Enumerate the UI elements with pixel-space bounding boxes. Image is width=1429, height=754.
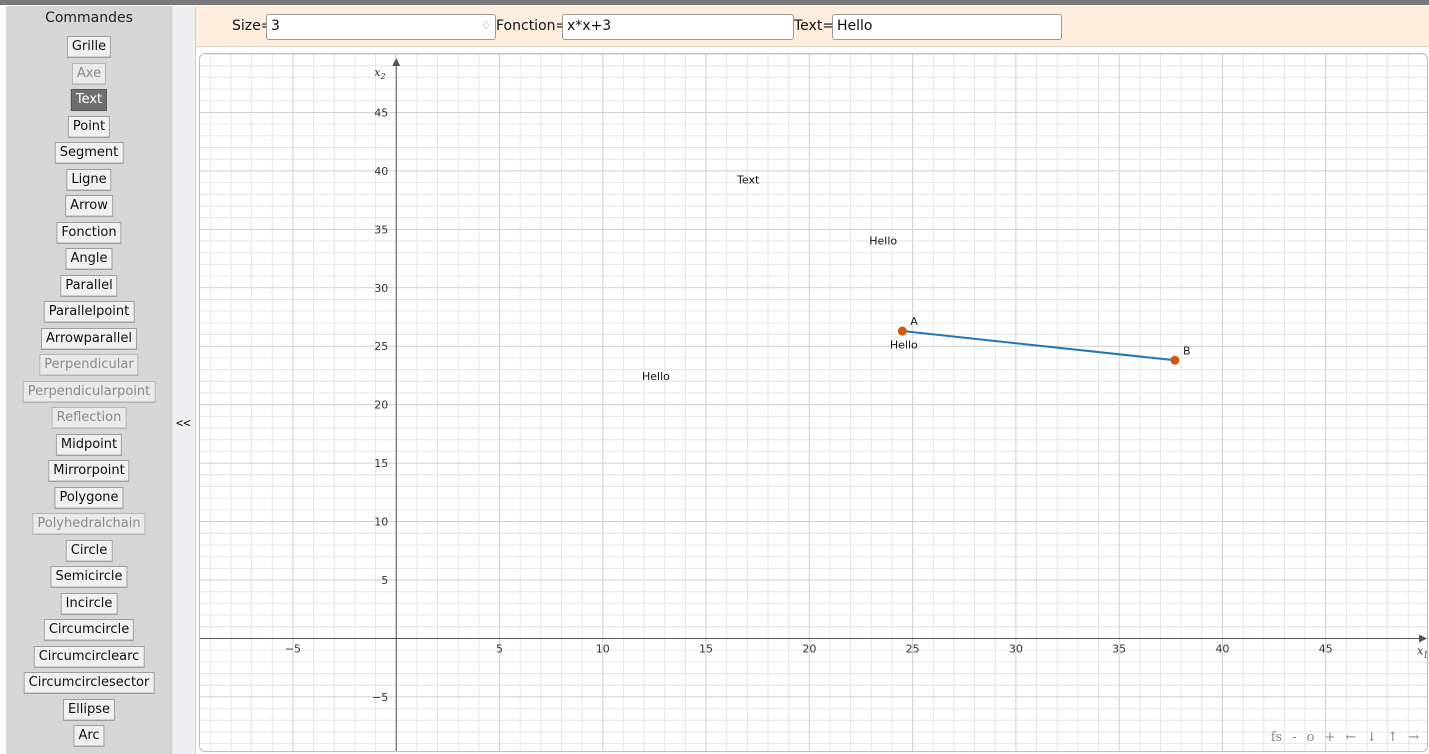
y-tick-label: −5: [372, 691, 388, 704]
y-tick-label: 40: [374, 165, 388, 178]
x-axis-label-sub: 1: [1423, 650, 1428, 659]
sidebar-title: Commandes: [45, 10, 133, 26]
y-axis-label-sub: 2: [379, 72, 385, 81]
y-tick-label: 45: [374, 106, 388, 119]
command-text-button[interactable]: Text: [70, 89, 108, 111]
y-tick-label: 10: [374, 516, 388, 529]
command-point-button[interactable]: Point: [67, 115, 111, 138]
x-tick-label: 15: [699, 642, 713, 655]
window-top-border: [0, 0, 1429, 5]
x-tick-label: −5: [285, 642, 301, 655]
graph-objects[interactable]: A B Text Hello Hello Hello: [642, 174, 1190, 383]
command-arrow-button[interactable]: Arrow: [65, 195, 113, 217]
x-tick-label: 45: [1319, 642, 1333, 655]
nav-control-1[interactable]: -: [1292, 730, 1297, 745]
navigation-controls: fs - o + ← ↓ ↑ →: [1261, 730, 1419, 745]
text-label: Text=: [794, 18, 835, 34]
command-perpendicular-button[interactable]: Perpendicular: [39, 354, 139, 376]
toolbar: Size= 3 ♢ Fonction= x*x+3 Text= Hello: [196, 6, 1429, 47]
command-fonction-button[interactable]: Fonction: [56, 221, 122, 244]
point-label-a: A: [910, 315, 918, 328]
y-axis-label: x2: [374, 66, 385, 81]
y-tick-label: 25: [374, 340, 388, 353]
text-input[interactable]: Hello: [832, 14, 1062, 40]
command-circumcirclearc-button[interactable]: Circumcirclearc: [33, 645, 145, 668]
graph-text[interactable]: Text: [736, 174, 760, 187]
x-tick-label: 40: [1215, 642, 1229, 655]
nav-control-7[interactable]: →: [1408, 730, 1419, 745]
nav-control-3[interactable]: +: [1324, 730, 1336, 745]
command-angle-button[interactable]: Angle: [65, 248, 113, 270]
command-arrowparallel-button[interactable]: Arrowparallel: [40, 327, 138, 350]
command-circumcirclesector-button[interactable]: Circumcirclesector: [23, 672, 155, 694]
x-tick-label: 35: [1112, 642, 1126, 655]
x-tick-label: 20: [802, 642, 816, 655]
command-parallel-button[interactable]: Parallel: [60, 274, 118, 297]
y-tick-label: 20: [374, 399, 388, 412]
command-polyhedralchain-button[interactable]: Polyhedralchain: [32, 513, 146, 535]
command-ligne-button[interactable]: Ligne: [66, 168, 112, 191]
function-label: Fonction=: [496, 18, 568, 34]
command-incircle-button[interactable]: Incircle: [60, 592, 118, 615]
y-tick-label: 5: [381, 574, 388, 587]
command-parallelpoint-button[interactable]: Parallelpoint: [43, 301, 135, 323]
axes: [200, 58, 1427, 751]
size-input[interactable]: 3 ♢: [266, 14, 496, 40]
collapse-label[interactable]: <<: [176, 416, 191, 430]
command-perpendicularpoint-button[interactable]: Perpendicularpoint: [22, 380, 156, 403]
command-arc-button[interactable]: Arc: [73, 725, 105, 747]
grid-major-lines: [200, 54, 1427, 751]
x-axis-arrow-icon: [1419, 634, 1427, 643]
command-segment-button[interactable]: Segment: [54, 142, 124, 164]
command-grille-button[interactable]: Grille: [66, 36, 112, 58]
point-a[interactable]: [897, 326, 907, 336]
nav-control-4[interactable]: ←: [1345, 730, 1357, 745]
segment-ab[interactable]: [902, 330, 1176, 362]
function-input[interactable]: x*x+3: [562, 14, 794, 40]
tick-labels: −5 5 10 15 20 25 30 35 40 45 −5 5 10 15 20 25 30 35 40 45 x1…: [285, 66, 1428, 704]
nav-control-6[interactable]: ↑: [1387, 730, 1399, 745]
commands-sidebar: Commandes Grille Axe Text Point Segment Ligne…: [6, 6, 172, 754]
x-axis-label: x1: [1417, 644, 1428, 659]
y-tick-label: 15: [374, 457, 388, 470]
x-tick-label: 5: [496, 642, 503, 655]
command-midpoint-button[interactable]: Midpoint: [55, 433, 123, 456]
coordinate-plane[interactable]: −5 5 10 15 20 25 30 35 40 45 −5 5 10 15 20 25 30 35 40 45 x1…: [200, 54, 1428, 752]
command-mirrorpoint-button[interactable]: Mirrorpoint: [48, 460, 130, 482]
x-tick-label: 25: [906, 642, 920, 655]
command-ellipse-button[interactable]: Ellipse: [62, 698, 116, 721]
command-axe-button[interactable]: Axe: [71, 62, 107, 85]
collapse-sidebar-toggle[interactable]: <<: [172, 6, 196, 754]
x-tick-label: 30: [1009, 642, 1023, 655]
y-axis-arrow-icon: [392, 58, 401, 66]
graph-text[interactable]: Hello: [642, 370, 670, 383]
command-polygone-button[interactable]: Polygone: [54, 486, 124, 509]
y-tick-label: 30: [374, 282, 388, 295]
text-value: Hello: [837, 18, 873, 34]
nav-control-5[interactable]: ↓: [1366, 730, 1378, 745]
size-value: 3: [271, 18, 280, 34]
graph-text[interactable]: Hello: [890, 339, 918, 352]
command-reflection-button[interactable]: Reflection: [51, 407, 127, 429]
x-tick-label: 10: [596, 642, 610, 655]
size-spinner-icon[interactable]: ♢: [481, 19, 491, 32]
nav-control-0[interactable]: fs: [1270, 730, 1283, 745]
command-semicircle-button[interactable]: Semicircle: [50, 566, 128, 588]
nav-control-2[interactable]: o: [1306, 730, 1315, 745]
point-b[interactable]: [1170, 355, 1180, 365]
command-circle-button[interactable]: Circle: [65, 539, 113, 562]
command-circumcircle-button[interactable]: Circumcircle: [43, 619, 135, 641]
y-tick-label: 35: [374, 223, 388, 236]
function-value: x*x+3: [567, 18, 612, 34]
size-label: Size=: [232, 18, 273, 34]
graph-board[interactable]: −5 5 10 15 20 25 30 35 40 45 −5 5 10 15 20 25 30 35 40 45 x1…: [199, 53, 1428, 752]
point-label-b: B: [1183, 344, 1191, 357]
graph-text[interactable]: Hello: [869, 235, 897, 248]
